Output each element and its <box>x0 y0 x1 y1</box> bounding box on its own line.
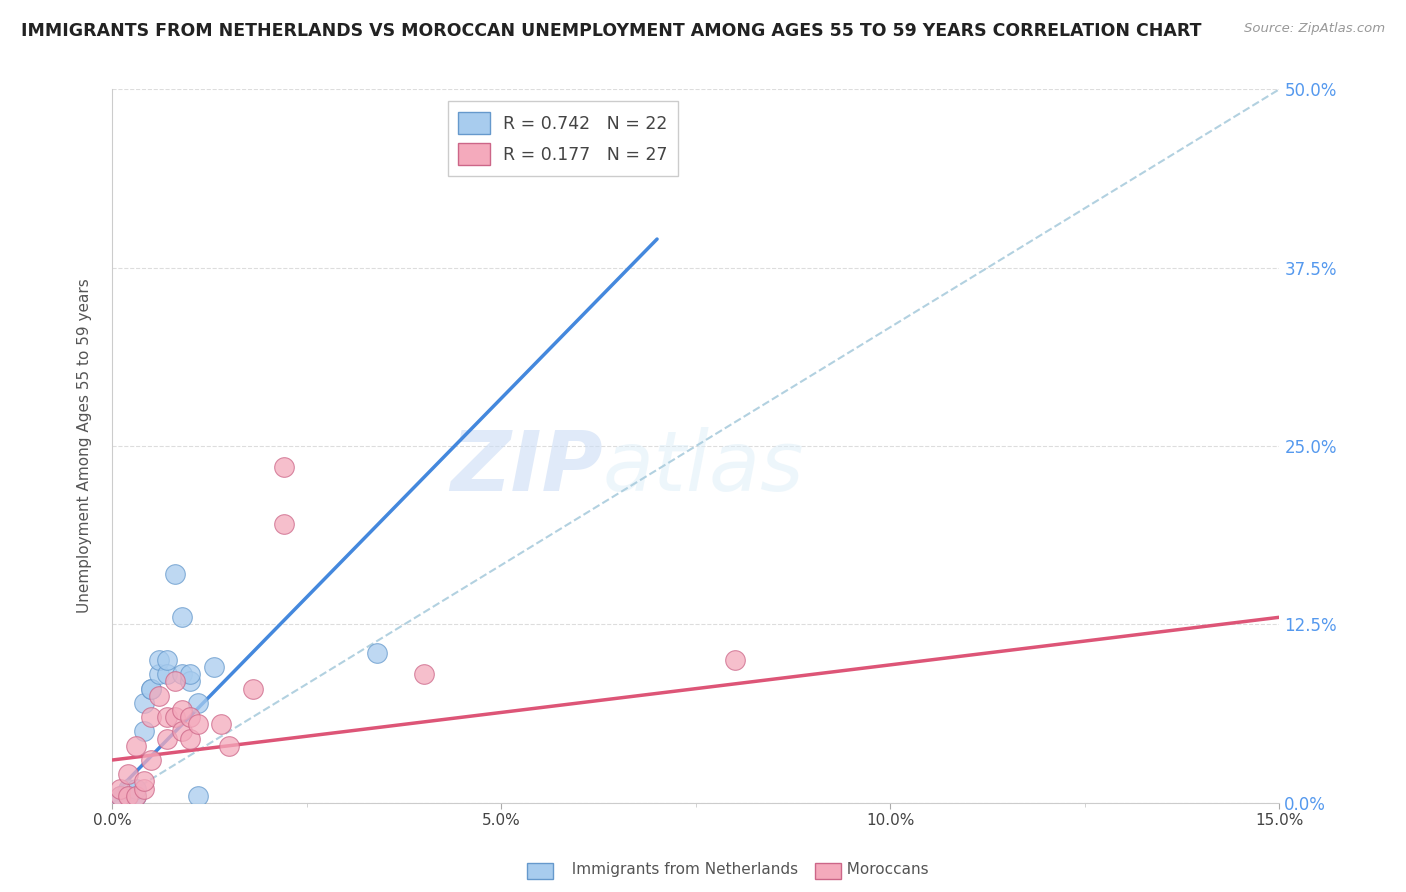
Point <box>179 674 201 689</box>
Text: Moroccans: Moroccans <box>837 863 928 877</box>
Point <box>172 703 194 717</box>
Point <box>179 667 201 681</box>
Point <box>172 610 194 624</box>
Point <box>125 781 148 796</box>
Point <box>163 710 186 724</box>
Point <box>117 781 139 796</box>
Text: Immigrants from Netherlands: Immigrants from Netherlands <box>562 863 799 877</box>
Y-axis label: Unemployment Among Ages 55 to 59 years: Unemployment Among Ages 55 to 59 years <box>77 278 91 614</box>
Point <box>132 781 155 796</box>
Point <box>724 653 747 667</box>
Point <box>148 653 170 667</box>
Point <box>242 681 264 696</box>
Legend: R = 0.742   N = 22, R = 0.177   N = 27: R = 0.742 N = 22, R = 0.177 N = 27 <box>449 102 678 176</box>
Point <box>156 731 179 746</box>
Point <box>273 460 295 475</box>
Point <box>163 567 186 582</box>
Point <box>132 774 155 789</box>
Point <box>141 710 163 724</box>
Point <box>148 667 170 681</box>
Point <box>132 724 155 739</box>
Point <box>163 674 186 689</box>
Point <box>366 646 388 660</box>
Point <box>141 753 163 767</box>
Point <box>187 717 209 731</box>
Point <box>218 739 240 753</box>
Point <box>110 781 132 796</box>
Point <box>110 789 132 803</box>
Point <box>110 789 132 803</box>
Point <box>273 517 295 532</box>
Point <box>125 789 148 803</box>
Text: Source: ZipAtlas.com: Source: ZipAtlas.com <box>1244 22 1385 36</box>
Point <box>172 667 194 681</box>
Point <box>156 653 179 667</box>
Point <box>117 789 139 803</box>
Point <box>117 767 139 781</box>
Point <box>202 660 225 674</box>
Text: atlas: atlas <box>603 427 804 508</box>
Point <box>156 710 179 724</box>
Point <box>187 789 209 803</box>
Point <box>412 667 434 681</box>
Point <box>179 710 201 724</box>
Point <box>156 667 179 681</box>
Text: IMMIGRANTS FROM NETHERLANDS VS MOROCCAN UNEMPLOYMENT AMONG AGES 55 TO 59 YEARS C: IMMIGRANTS FROM NETHERLANDS VS MOROCCAN … <box>21 22 1202 40</box>
Point <box>132 696 155 710</box>
Point <box>141 681 163 696</box>
Point <box>172 724 194 739</box>
Point <box>141 681 163 696</box>
Point <box>148 689 170 703</box>
Point <box>209 717 232 731</box>
Point <box>187 696 209 710</box>
Text: ZIP: ZIP <box>450 427 603 508</box>
Point <box>125 789 148 803</box>
Point <box>117 789 139 803</box>
Point <box>125 739 148 753</box>
Point <box>179 731 201 746</box>
